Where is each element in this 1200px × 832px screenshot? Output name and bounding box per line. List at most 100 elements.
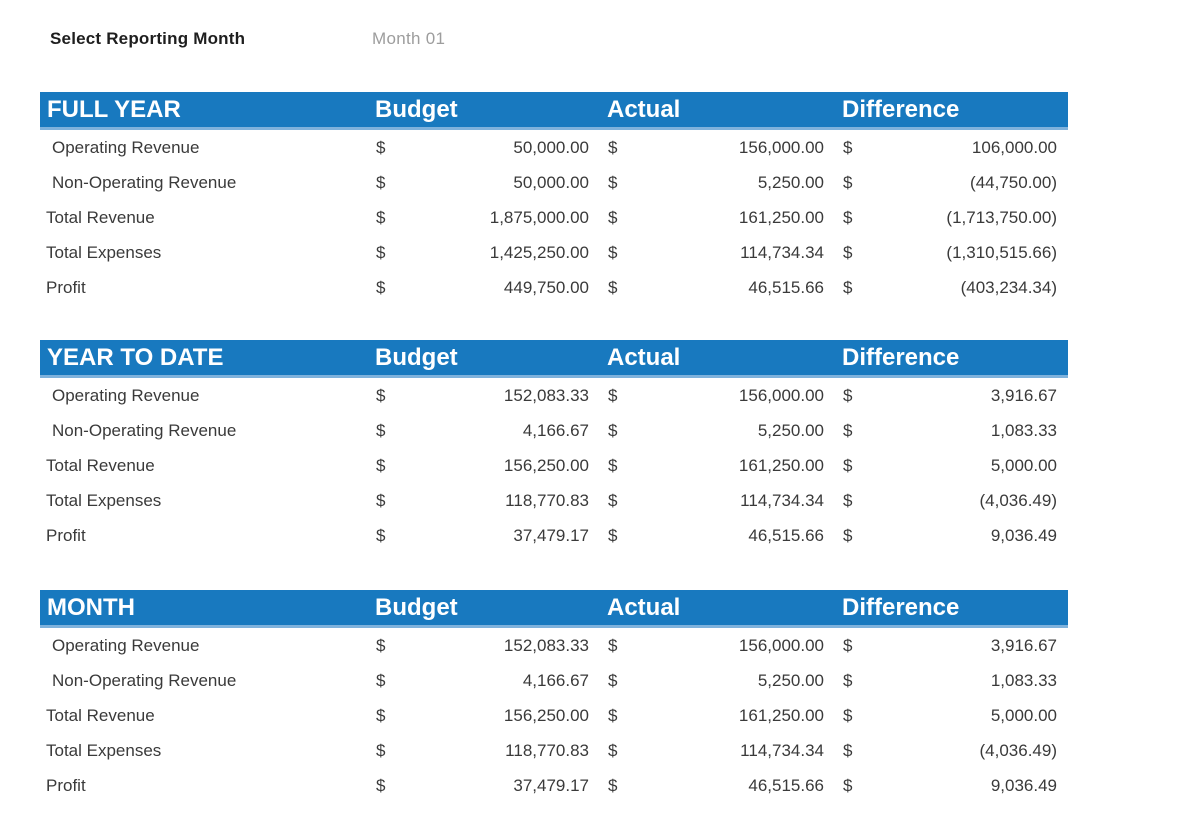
row-label: Profit — [46, 525, 86, 545]
table-row: Total Revenue $ 156,250.00 $ 161,250.00 … — [40, 698, 1068, 733]
full-year-header-row: FULL YEAR Budget Actual Difference — [40, 92, 1068, 130]
table-title: YEAR TO DATE — [47, 343, 224, 371]
column-header-actual: Actual — [607, 95, 681, 123]
budget-cell: $ 152,083.33 — [368, 386, 600, 406]
column-header-difference: Difference — [842, 593, 960, 621]
currency-symbol: $ — [376, 775, 386, 795]
currency-symbol: $ — [376, 455, 386, 475]
currency-symbol: $ — [608, 670, 618, 690]
difference-cell: $ 9,036.49 — [835, 776, 1068, 796]
column-header-difference: Difference — [842, 343, 960, 371]
budget-value: 1,425,250.00 — [489, 242, 589, 262]
difference-cell: $ 5,000.00 — [835, 456, 1068, 476]
currency-symbol: $ — [608, 172, 618, 192]
table-title: MONTH — [47, 593, 135, 621]
row-label: Operating Revenue — [52, 137, 200, 157]
difference-value: (1,713,750.00) — [946, 207, 1057, 227]
budget-cell: $ 4,166.67 — [368, 421, 600, 441]
budget-cell: $ 156,250.00 — [368, 706, 600, 726]
year-to-date-rows: Operating Revenue $ 152,083.33 $ 156,000… — [40, 378, 1068, 553]
difference-cell: $ (1,310,515.66) — [835, 243, 1068, 263]
difference-value: (4,036.49) — [979, 490, 1058, 510]
difference-value: 5,000.00 — [990, 455, 1057, 475]
currency-symbol: $ — [843, 705, 853, 725]
row-label: Total Revenue — [46, 207, 155, 227]
actual-cell: $ 161,250.00 — [600, 456, 835, 476]
difference-cell: $ 1,083.33 — [835, 671, 1068, 691]
budget-cell: $ 1,425,250.00 — [368, 243, 600, 263]
row-label: Total Expenses — [46, 490, 162, 510]
currency-symbol: $ — [608, 775, 618, 795]
currency-symbol: $ — [608, 455, 618, 475]
actual-value: 156,000.00 — [738, 635, 824, 655]
difference-value: 1,083.33 — [990, 420, 1057, 440]
difference-cell: $ 3,916.67 — [835, 386, 1068, 406]
difference-value: (1,310,515.66) — [946, 242, 1057, 262]
budget-value: 449,750.00 — [503, 277, 589, 297]
row-label: Operating Revenue — [52, 385, 200, 405]
currency-symbol: $ — [843, 277, 853, 297]
year-to-date-table: YEAR TO DATE Budget Actual Difference Op… — [40, 340, 1068, 553]
currency-symbol: $ — [376, 490, 386, 510]
currency-symbol: $ — [376, 705, 386, 725]
actual-cell: $ 161,250.00 — [600, 706, 835, 726]
currency-symbol: $ — [843, 137, 853, 157]
currency-symbol: $ — [843, 420, 853, 440]
currency-symbol: $ — [608, 525, 618, 545]
actual-cell: $ 114,734.34 — [600, 491, 835, 511]
budget-value: 4,166.67 — [522, 670, 589, 690]
budget-cell: $ 50,000.00 — [368, 138, 600, 158]
table-row: Total Revenue $ 1,875,000.00 $ 161,250.0… — [40, 200, 1068, 235]
actual-value: 161,250.00 — [738, 705, 824, 725]
budget-value: 50,000.00 — [513, 172, 589, 192]
actual-value: 5,250.00 — [757, 420, 824, 440]
table-row: Total Expenses $ 118,770.83 $ 114,734.34… — [40, 483, 1068, 518]
currency-symbol: $ — [608, 635, 618, 655]
table-row: Total Expenses $ 1,425,250.00 $ 114,734.… — [40, 235, 1068, 270]
row-label: Non-Operating Revenue — [52, 420, 237, 440]
currency-symbol: $ — [608, 242, 618, 262]
row-label: Profit — [46, 775, 86, 795]
currency-symbol: $ — [608, 420, 618, 440]
difference-cell: $ 1,083.33 — [835, 421, 1068, 441]
currency-symbol: $ — [376, 172, 386, 192]
budget-value: 4,166.67 — [522, 420, 589, 440]
currency-symbol: $ — [843, 172, 853, 192]
difference-value: 5,000.00 — [990, 705, 1057, 725]
difference-cell: $ 3,916.67 — [835, 636, 1068, 656]
difference-cell: $ (4,036.49) — [835, 741, 1068, 761]
full-year-rows: Operating Revenue $ 50,000.00 $ 156,000.… — [40, 130, 1068, 305]
actual-cell: $ 46,515.66 — [600, 278, 835, 298]
actual-value: 161,250.00 — [738, 455, 824, 475]
table-row: Operating Revenue $ 152,083.33 $ 156,000… — [40, 378, 1068, 413]
actual-cell: $ 156,000.00 — [600, 636, 835, 656]
row-label: Non-Operating Revenue — [52, 670, 237, 690]
currency-symbol: $ — [608, 490, 618, 510]
budget-cell: $ 50,000.00 — [368, 173, 600, 193]
actual-cell: $ 114,734.34 — [600, 243, 835, 263]
month-rows: Operating Revenue $ 152,083.33 $ 156,000… — [40, 628, 1068, 803]
table-row: Profit $ 37,479.17 $ 46,515.66 $ 9,036.4… — [40, 518, 1068, 553]
actual-value: 114,734.34 — [740, 242, 824, 262]
column-header-difference: Difference — [842, 95, 960, 123]
reporting-month-select[interactable]: Month 01 — [372, 29, 446, 48]
difference-value: (403,234.34) — [960, 277, 1057, 297]
table-row: Non-Operating Revenue $ 50,000.00 $ 5,25… — [40, 165, 1068, 200]
actual-cell: $ 46,515.66 — [600, 526, 835, 546]
difference-value: 3,916.67 — [990, 635, 1057, 655]
row-label: Total Revenue — [46, 455, 155, 475]
budget-value: 37,479.17 — [513, 525, 589, 545]
actual-value: 46,515.66 — [748, 525, 824, 545]
currency-symbol: $ — [608, 137, 618, 157]
difference-value: (44,750.00) — [970, 172, 1057, 192]
difference-value: 106,000.00 — [971, 137, 1057, 157]
currency-symbol: $ — [843, 635, 853, 655]
table-row: Operating Revenue $ 152,083.33 $ 156,000… — [40, 628, 1068, 663]
budget-cell: $ 37,479.17 — [368, 776, 600, 796]
budget-value: 50,000.00 — [513, 137, 589, 157]
row-label: Profit — [46, 277, 86, 297]
budget-cell: $ 1,875,000.00 — [368, 208, 600, 228]
table-row: Total Revenue $ 156,250.00 $ 161,250.00 … — [40, 448, 1068, 483]
actual-value: 156,000.00 — [738, 385, 824, 405]
currency-symbol: $ — [376, 740, 386, 760]
